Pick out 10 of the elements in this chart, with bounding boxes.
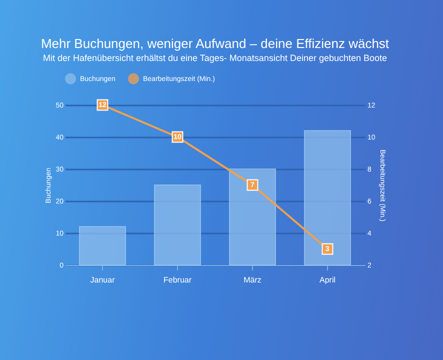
bar (154, 184, 201, 266)
bar (304, 130, 351, 266)
bar (79, 226, 126, 266)
x-tick-label: April (319, 276, 336, 284)
x-tick-label: März (244, 276, 262, 284)
chart-title: Mehr Buchungen, weniger Aufwand – deine Effizienz wächst (40, 36, 390, 51)
chart-subtitle: Mit der Hafenübersicht erhältst du eine Tages- Monatsansicht Deiner gebuchten Boote (42, 53, 388, 63)
x-tick-label: Februar (163, 276, 192, 284)
bar (229, 168, 276, 266)
x-tick-label: Januar (90, 276, 116, 284)
